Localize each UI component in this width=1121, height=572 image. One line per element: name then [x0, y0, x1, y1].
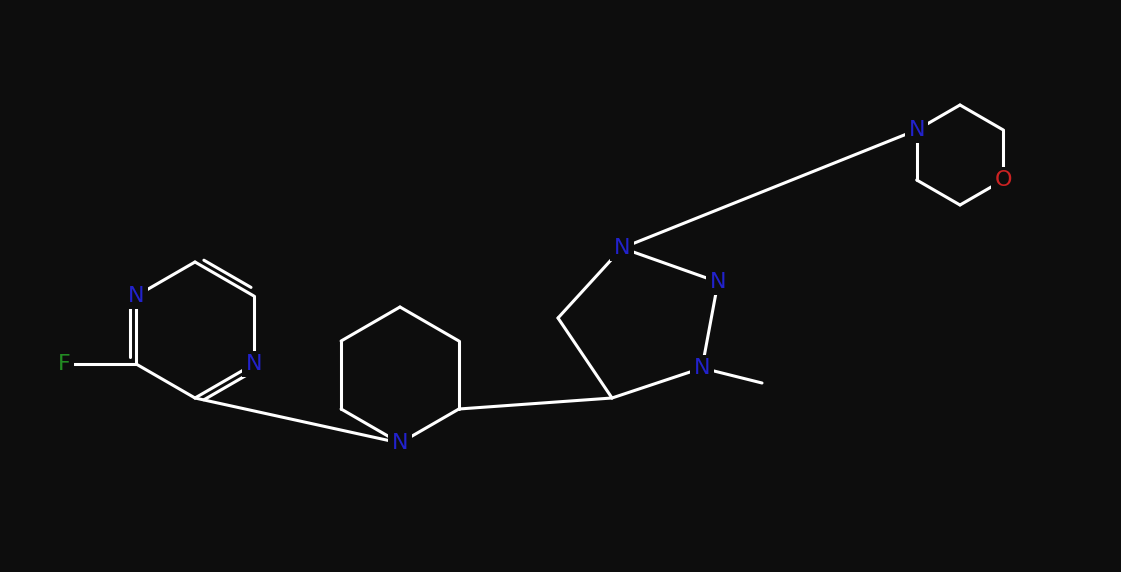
- Text: N: N: [694, 358, 711, 378]
- Text: F: F: [58, 354, 71, 374]
- Text: N: N: [128, 286, 145, 306]
- Text: O: O: [994, 170, 1012, 190]
- Text: N: N: [391, 433, 408, 453]
- Text: N: N: [908, 120, 925, 140]
- Text: N: N: [710, 272, 726, 292]
- Text: N: N: [245, 354, 262, 374]
- Text: N: N: [614, 238, 630, 258]
